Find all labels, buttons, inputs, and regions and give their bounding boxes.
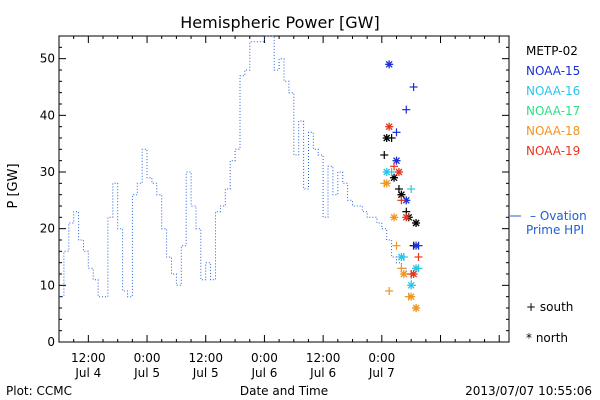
north-marker [402, 213, 411, 222]
y-tick-label: 30 [40, 165, 55, 179]
north-marker [385, 60, 394, 69]
north-marker [397, 253, 406, 261]
x-tick-label-time: 12:00 [306, 351, 341, 365]
south-marker [390, 162, 399, 171]
north-marker [399, 270, 408, 278]
y-tick-label: 20 [40, 222, 55, 236]
x-tick-label-time: 0:00 [134, 351, 161, 365]
legend-entry: METP-02 [526, 44, 578, 58]
north-marker [382, 134, 391, 142]
x-tick-label-date: Jul 5 [133, 366, 160, 380]
south-marker [414, 253, 423, 261]
south-marker [407, 185, 416, 193]
legend-south-marker: + south [526, 300, 573, 314]
ovation-series-line [59, 35, 417, 298]
north-marker [407, 292, 416, 301]
plot-frame [58, 35, 510, 343]
ovation-label-line2: Prime HPI [526, 223, 584, 237]
x-tick-label-date: Jul 5 [192, 366, 219, 380]
x-tick-label-date: Jul 7 [368, 366, 395, 380]
x-tick-label-time: 0:00 [368, 351, 395, 365]
north-marker [412, 219, 421, 227]
x-tick-label-time: 0:00 [251, 351, 278, 365]
x-tick-label-date: Jul 6 [309, 366, 336, 380]
ovation-label-line1: – Ovation [530, 209, 587, 223]
south-marker [409, 83, 418, 91]
south-marker [380, 151, 389, 159]
x-tick-label-date: Jul 6 [250, 366, 277, 380]
north-marker [402, 196, 411, 205]
south-marker [385, 287, 394, 295]
legend-entry: NOAA-19 [526, 144, 580, 158]
x-tick-label-date: Jul 4 [74, 366, 101, 380]
satellite-markers [380, 60, 423, 312]
satellite-legend: METP-02 NOAA-15 NOAA-16 NOAA-17 NOAA-18 NOAA-… [526, 44, 580, 158]
legend-entry: NOAA-16 [526, 84, 580, 98]
y-axis-label: P [GW] [6, 163, 21, 208]
north-marker [407, 281, 416, 290]
x-axis-label: Date and Time [240, 384, 328, 398]
legend-entry: NOAA-17 [526, 104, 580, 118]
north-marker [409, 270, 418, 278]
x-tick-label-time: 12:00 [188, 351, 223, 365]
legend-north-marker: * north [526, 331, 568, 345]
chart-title: Hemispheric Power [GW] [180, 13, 379, 32]
legend-entry: NOAA-15 [526, 64, 580, 78]
y-tick-label: 50 [40, 52, 55, 66]
y-tick-label: 40 [40, 108, 55, 122]
y-tick-label: 10 [40, 278, 55, 292]
south-marker [397, 196, 406, 205]
x-tick-label-time: 12:00 [71, 351, 106, 365]
south-marker [392, 241, 401, 250]
plot-timestamp: 2013/07/07 10:55:06 [465, 384, 592, 398]
north-marker [382, 168, 391, 176]
south-marker [402, 105, 411, 114]
south-marker [392, 128, 401, 137]
north-marker [412, 241, 421, 250]
north-marker [385, 122, 394, 131]
north-marker [382, 179, 391, 188]
north-marker [390, 213, 399, 222]
y-axis-ticks: 0 10 20 30 40 50 [40, 35, 509, 349]
legend-entry: NOAA-18 [526, 124, 580, 138]
plot-credit: Plot: CCMC [6, 384, 72, 398]
north-marker [412, 304, 421, 312]
north-marker [394, 168, 403, 176]
y-tick-label: 0 [47, 335, 55, 349]
